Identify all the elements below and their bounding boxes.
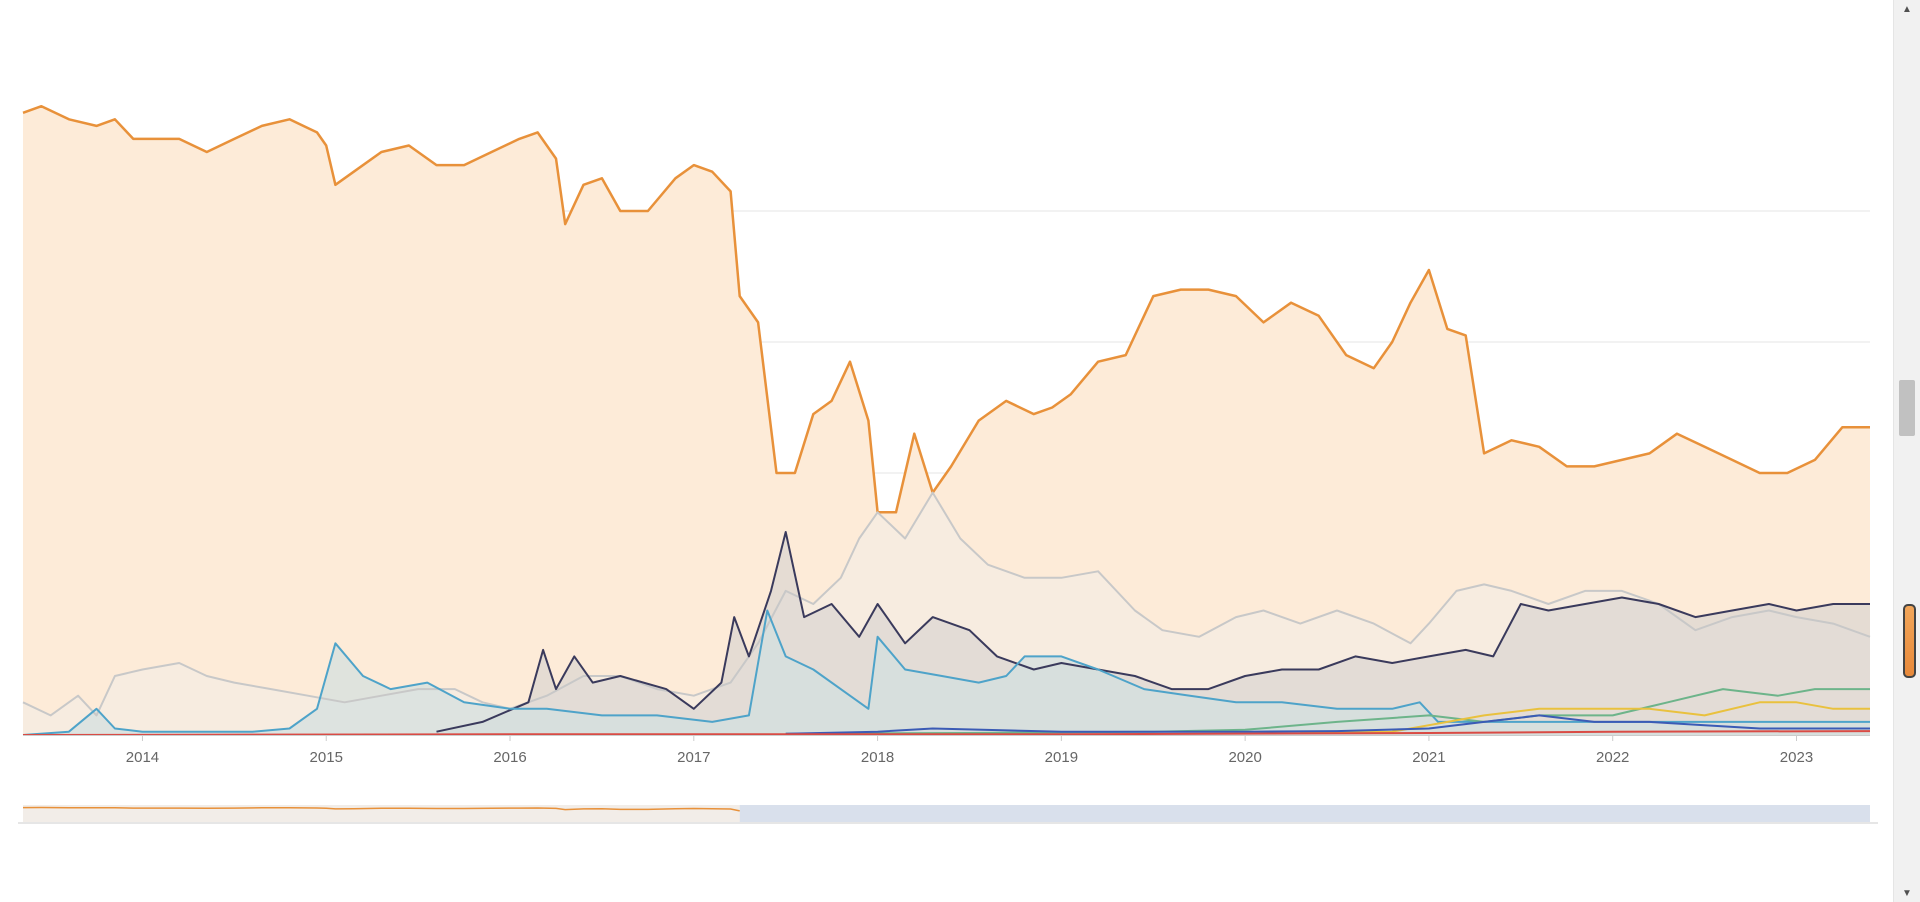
x-tick-label: 2022 xyxy=(1596,749,1629,766)
range-navigator[interactable] xyxy=(18,805,1878,824)
x-tick-label: 2016 xyxy=(493,749,526,766)
series-line-2[interactable] xyxy=(436,531,1871,733)
x-tick-label: 2021 xyxy=(1412,749,1445,766)
page-scrollbar[interactable]: ▲ ▼ xyxy=(1893,0,1920,902)
series-line-5[interactable] xyxy=(1300,701,1870,734)
series-line-0[interactable] xyxy=(22,104,1870,514)
x-axis: 2014 2015 2016 2017 2018 2019 2020 2021 2022 2023 xyxy=(23,735,1870,766)
x-tick-label: 2018 xyxy=(861,749,894,766)
navigator-series-line xyxy=(22,806,740,812)
x-tick-label: 2023 xyxy=(1780,749,1813,766)
series-group xyxy=(22,104,1871,736)
series-line-3[interactable] xyxy=(22,609,1870,736)
x-tick-label: 2014 xyxy=(126,749,159,766)
scrollbar-thumb[interactable] xyxy=(1899,380,1915,436)
x-tick-label: 2015 xyxy=(310,749,343,766)
side-drag-handle[interactable] xyxy=(1903,604,1916,678)
series-line-1[interactable] xyxy=(22,491,1871,717)
x-tick-label: 2017 xyxy=(677,749,710,766)
scroll-down-arrow-icon[interactable]: ▼ xyxy=(1902,887,1912,899)
x-tick-label: 2020 xyxy=(1228,749,1261,766)
series-line-7[interactable] xyxy=(22,730,1871,736)
series-area-0 xyxy=(23,106,1870,735)
scroll-up-arrow-icon[interactable]: ▲ xyxy=(1902,3,1912,15)
x-tick-label: 2019 xyxy=(1045,749,1078,766)
series-line-6[interactable] xyxy=(785,714,1870,735)
